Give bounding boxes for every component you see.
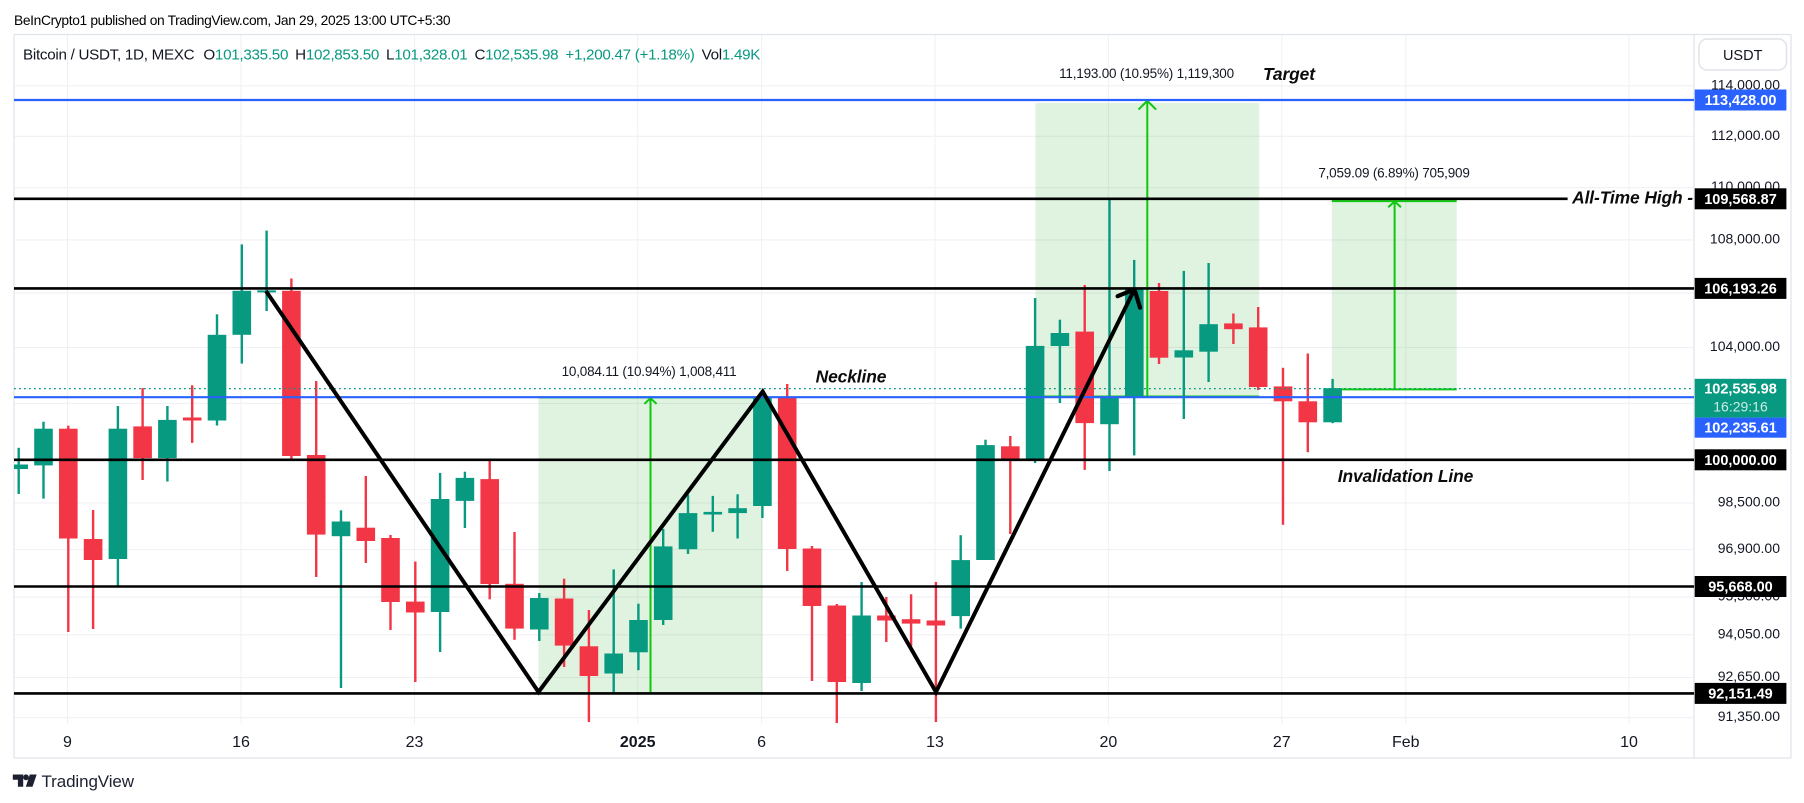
svg-text:All-Time High -: All-Time High - bbox=[1571, 188, 1693, 208]
svg-text:112,000.00: 112,000.00 bbox=[1711, 127, 1780, 143]
svg-text:113,428.00: 113,428.00 bbox=[1705, 93, 1777, 109]
svg-text:Neckline: Neckline bbox=[816, 366, 887, 386]
svg-text:Target: Target bbox=[1263, 64, 1316, 84]
svg-text:USDT: USDT bbox=[1723, 48, 1763, 64]
svg-text:20: 20 bbox=[1100, 734, 1118, 751]
svg-text:6: 6 bbox=[757, 734, 766, 751]
svg-text:27: 27 bbox=[1273, 734, 1291, 751]
svg-text:102,235.61: 102,235.61 bbox=[1704, 421, 1777, 437]
svg-text:114,000.00: 114,000.00 bbox=[1711, 76, 1780, 92]
svg-text:7,059.09 (6.89%) 705,909: 7,059.09 (6.89%) 705,909 bbox=[1318, 166, 1469, 181]
svg-text:94,050.00: 94,050.00 bbox=[1718, 625, 1780, 641]
svg-text:Invalidation Line: Invalidation Line bbox=[1338, 466, 1474, 486]
svg-text:109,568.87: 109,568.87 bbox=[1704, 192, 1777, 208]
svg-text:10,084.11 (10.94%) 1,008,411: 10,084.11 (10.94%) 1,008,411 bbox=[562, 364, 737, 379]
svg-text:16:29:16: 16:29:16 bbox=[1713, 399, 1768, 415]
svg-text:104,000.00: 104,000.00 bbox=[1710, 338, 1780, 354]
svg-text:95,668.00: 95,668.00 bbox=[1708, 580, 1773, 596]
svg-text:11,193.00 (10.95%) 1,119,300: 11,193.00 (10.95%) 1,119,300 bbox=[1059, 66, 1234, 81]
svg-text:23: 23 bbox=[406, 734, 424, 751]
svg-text:Feb: Feb bbox=[1392, 734, 1420, 751]
svg-text:98,500.00: 98,500.00 bbox=[1718, 493, 1780, 509]
svg-text:92,650.00: 92,650.00 bbox=[1718, 668, 1780, 684]
svg-text:TradingView: TradingView bbox=[42, 772, 135, 791]
svg-text:9: 9 bbox=[63, 734, 72, 751]
svg-text:13: 13 bbox=[926, 734, 944, 751]
svg-text:10: 10 bbox=[1620, 734, 1638, 751]
svg-text:92,151.49: 92,151.49 bbox=[1708, 686, 1773, 702]
svg-text:100,000.00: 100,000.00 bbox=[1704, 453, 1777, 469]
svg-text:16: 16 bbox=[232, 734, 250, 751]
svg-text:106,193.26: 106,193.26 bbox=[1704, 281, 1777, 297]
svg-text:108,000.00: 108,000.00 bbox=[1710, 230, 1780, 246]
svg-text:96,900.00: 96,900.00 bbox=[1718, 540, 1780, 556]
svg-text:91,350.00: 91,350.00 bbox=[1718, 708, 1780, 724]
svg-text:2025: 2025 bbox=[620, 734, 656, 751]
svg-text:BeInCrypto1 published on Tradi: BeInCrypto1 published on TradingView.com… bbox=[14, 13, 451, 28]
svg-text:102,535.98: 102,535.98 bbox=[1704, 381, 1777, 397]
